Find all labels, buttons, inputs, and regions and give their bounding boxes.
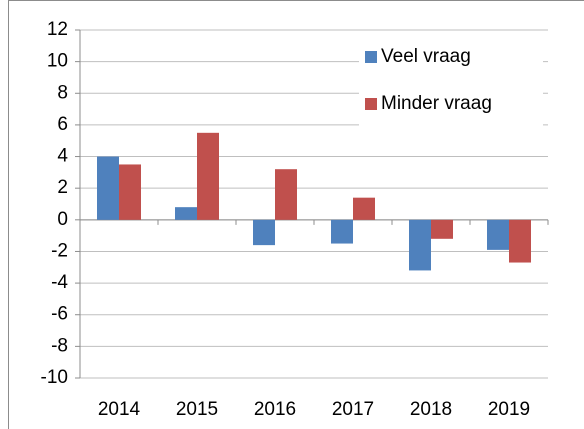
y-tick-label: -6: [51, 304, 68, 325]
legend-label: Veel vraag: [381, 46, 471, 67]
bar: [97, 156, 119, 220]
bar: [253, 219, 275, 246]
x-tick-label: 2014: [98, 399, 141, 420]
bar: [197, 132, 219, 220]
y-tick-label: 4: [57, 146, 68, 167]
y-tick-label: -2: [51, 240, 68, 261]
y-tick-label: 8: [57, 82, 68, 103]
y-tick-label: 0: [57, 209, 68, 230]
legend-box: [359, 38, 543, 128]
x-tick-label: 2018: [410, 399, 452, 420]
bar: [431, 219, 453, 239]
bar: [331, 219, 353, 244]
bar: [409, 219, 431, 271]
x-tick-label: 2019: [488, 399, 530, 420]
x-tick-label: 2015: [176, 399, 218, 420]
y-tick-label: -8: [51, 335, 68, 356]
chart-border: [8, 0, 584, 429]
bar: [487, 219, 509, 250]
bar: [353, 197, 375, 220]
x-tick-label: 2017: [332, 399, 374, 420]
y-tick-label: 2: [57, 177, 68, 198]
y-tick-label: -10: [41, 367, 68, 388]
y-tick-label: 12: [47, 19, 68, 40]
bar: [119, 164, 141, 220]
legend-label: Minder vraag: [381, 93, 492, 114]
y-tick-label: 6: [57, 114, 68, 135]
bar: [509, 219, 531, 263]
x-tick-label: 2016: [254, 399, 296, 420]
legend-swatch: [365, 51, 377, 63]
legend-swatch: [365, 98, 377, 110]
bar: [275, 169, 297, 220]
bar: [175, 207, 197, 220]
y-tick-label: 10: [47, 51, 68, 72]
y-tick-label: -4: [51, 272, 68, 293]
